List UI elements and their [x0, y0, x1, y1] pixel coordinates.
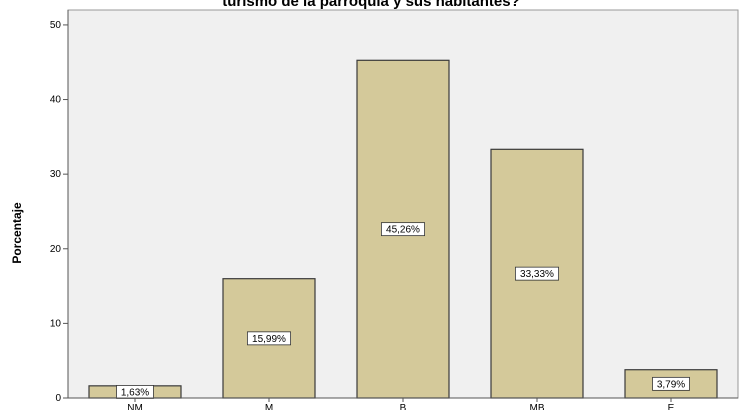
- y-axis-label: Porcentaje: [10, 202, 24, 264]
- x-tick-label: MB: [530, 403, 545, 410]
- chart-title: turismo de la parroquia y sus habitantes…: [222, 0, 520, 10]
- x-tick-label: E: [668, 403, 675, 410]
- data-label-box: [380, 222, 425, 237]
- y-tick-label: 40: [50, 95, 62, 106]
- y-tick-label: 10: [50, 318, 62, 329]
- data-label: 45,26%: [386, 225, 420, 236]
- data-label: 15,99%: [252, 334, 286, 345]
- bars-group: 1,63% 15,99% 45,26% 33,33% 3,79%: [88, 59, 718, 399]
- y-axis: 0 10 20 30 40 50: [50, 10, 69, 404]
- y-tick-label: 0: [55, 393, 61, 404]
- y-tick-label: 50: [50, 20, 62, 31]
- x-tick-label: M: [265, 403, 273, 410]
- data-label-box: [246, 331, 291, 346]
- data-label: 1,63%: [121, 387, 149, 398]
- y-tick-label: 20: [50, 244, 62, 255]
- x-tick-label: NM: [127, 403, 143, 410]
- x-axis: NM M B MB E: [68, 397, 738, 410]
- x-tick-label: B: [400, 403, 407, 410]
- data-label: 3,79%: [657, 379, 685, 390]
- y-tick-label: 30: [50, 169, 62, 180]
- data-label: 33,33%: [520, 269, 554, 280]
- data-label-box: [652, 376, 690, 391]
- data-label-box: [515, 266, 560, 281]
